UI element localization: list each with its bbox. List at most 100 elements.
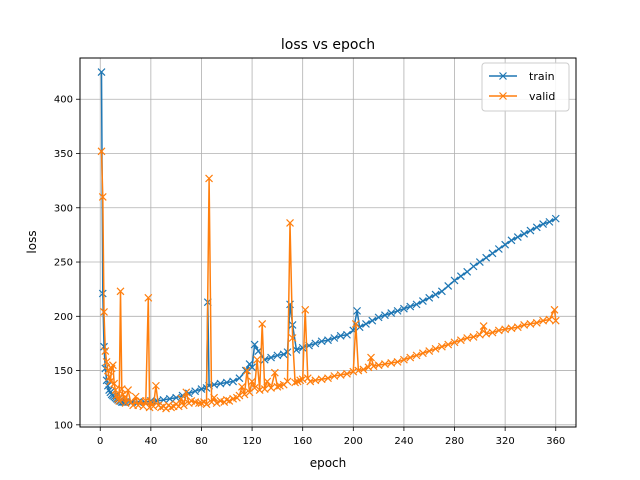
data-point-valid [463,334,472,342]
data-point-train [387,309,396,317]
data-point-train [241,366,250,375]
data-point-valid [482,329,491,338]
data-point-valid [374,361,383,370]
data-point-valid [520,321,529,329]
data-point-valid [425,347,434,355]
x-tick-label: 360 [546,436,565,447]
data-point-train [412,300,421,309]
data-point-valid [494,326,503,335]
data-point-valid [116,287,125,296]
data-point-valid [97,147,106,156]
data-point-valid [550,305,559,314]
data-point-valid [106,377,115,386]
data-point-train [475,258,484,266]
data-point-train [353,306,362,315]
data-point-valid [179,401,188,410]
series-layer [97,68,560,413]
data-point-train [216,379,225,388]
data-point-train [513,233,522,241]
data-point-train [222,378,231,387]
x-tick-label: 120 [243,436,262,447]
data-point-train [317,337,326,346]
data-point-valid [124,386,133,395]
grid [80,58,576,427]
y-tick-label: 300 [54,203,73,214]
y-axis-label: loss [25,230,39,253]
data-point-valid [225,397,234,405]
data-point-valid [526,319,535,328]
data-point-train [539,220,548,228]
data-point-train [418,297,427,306]
data-point-valid [151,381,160,390]
data-point-valid [115,397,124,405]
data-point-valid [479,322,488,330]
data-point-train [368,316,377,325]
x-tick-label: 40 [144,436,157,447]
data-point-valid [110,379,119,388]
data-point-valid [288,334,297,342]
data-point-train [250,340,259,349]
data-point-valid [258,319,267,328]
data-point-valid [139,402,148,411]
data-point-valid [98,192,107,201]
x-axis-label: epoch [310,456,347,470]
data-point-valid [101,347,110,355]
data-point-valid [387,359,396,367]
x-tick-label: 160 [293,436,312,447]
data-point-valid [456,336,465,345]
data-point-train [532,223,541,232]
x-tick-label: 320 [496,436,515,447]
data-point-valid [108,361,117,370]
data-point-train [165,394,174,403]
data-point-valid [406,353,415,362]
data-point-valid [205,174,213,183]
legend-label-train: train [529,70,555,83]
data-point-valid [437,342,446,351]
data-point-valid [273,382,282,391]
data-point-valid [330,372,339,380]
data-point-train [97,68,106,77]
y-tick-label: 400 [54,95,73,106]
data-point-valid [263,377,272,386]
plot-frame [79,57,577,428]
data-point-valid [311,376,320,385]
data-point-train [103,381,112,390]
data-point-train [450,276,459,285]
data-point-valid [105,373,114,382]
data-point-train [469,262,478,271]
data-point-valid [367,353,375,362]
data-point-valid [532,318,541,327]
y-tick-label: 150 [54,366,73,377]
data-point-valid [260,385,269,393]
data-point-train [279,350,288,359]
data-point-valid [381,360,389,368]
series-valid [97,147,560,413]
data-point-valid [501,325,510,334]
data-point-train [526,226,535,235]
data-point-valid [301,305,310,314]
data-point-valid [102,357,111,366]
ticks: 0 40 80 120 160 200 240 280 320 360 100 150 200 250 30… [54,95,565,447]
data-point-valid [539,316,548,325]
data-point-valid [431,344,440,353]
data-point-valid [177,394,186,403]
data-point-valid [291,378,300,387]
data-point-valid [475,330,484,339]
data-point-train [267,353,275,362]
data-point-train [324,336,332,345]
legend-marker-train [499,72,507,80]
data-point-valid [293,377,302,386]
data-point-valid [167,403,176,412]
data-point-train [362,319,370,328]
data-point-valid [270,368,279,377]
data-point-train [260,355,269,364]
data-point-valid [202,400,211,409]
data-point-valid [212,399,221,408]
data-point-train [235,374,244,383]
data-point-valid [545,315,554,324]
data-point-train [273,351,282,360]
data-point-valid [296,376,305,385]
x-tick-label: 0 [97,436,103,447]
x-tick-label: 240 [394,436,413,447]
data-point-train [551,214,560,223]
